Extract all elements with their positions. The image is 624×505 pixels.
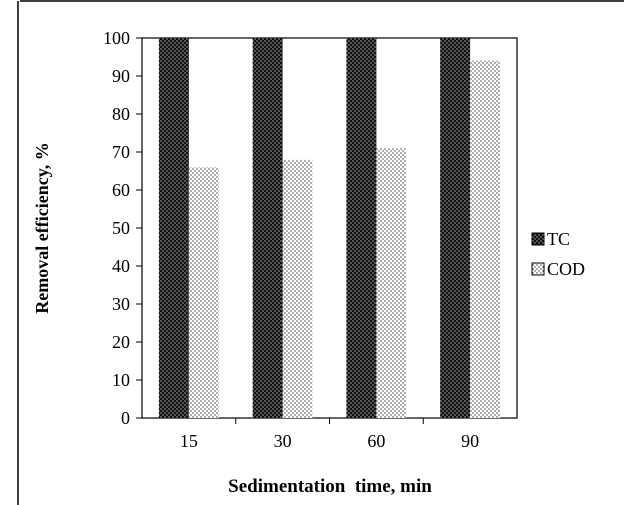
bars-group [158, 38, 501, 419]
legend-label-tc: TC [547, 229, 570, 249]
y-tick-label: 100 [103, 28, 130, 48]
bar-tc-30 [252, 38, 283, 418]
y-axis: 0 10 20 30 40 50 60 70 80 90 100 [103, 28, 142, 428]
x-tick-label: 90 [461, 431, 479, 451]
legend-swatch-cod [531, 262, 545, 276]
y-tick-label: 50 [112, 218, 130, 238]
y-tick-label: 30 [112, 294, 130, 314]
y-axis-title: Removal efficiency, % [32, 142, 52, 313]
y-tick-label: 90 [112, 66, 130, 86]
bar-cod-30 [282, 159, 313, 418]
bar-cod-60 [376, 148, 407, 418]
legend: TC COD [531, 229, 585, 279]
x-axis: 15 30 60 90 [180, 418, 479, 451]
y-tick-label: 20 [112, 332, 130, 352]
x-tick-label: 30 [274, 431, 292, 451]
bar-tc-60 [346, 38, 377, 418]
bar-cod-90 [470, 60, 501, 419]
y-tick-label: 10 [112, 370, 130, 390]
legend-label-cod: COD [547, 259, 585, 279]
bar-tc-90 [440, 38, 471, 418]
x-tick-label: 60 [367, 431, 385, 451]
bar-tc-15 [158, 38, 189, 418]
x-tick-label: 15 [180, 431, 198, 451]
legend-swatch-tc [531, 232, 545, 246]
y-tick-label: 80 [112, 104, 130, 124]
y-tick-label: 60 [112, 180, 130, 200]
bar-cod-15 [188, 167, 219, 418]
y-tick-label: 0 [121, 408, 130, 428]
y-tick-label: 40 [112, 256, 130, 276]
x-axis-title: Sedimentation time, min [228, 476, 432, 497]
y-tick-label: 70 [112, 142, 130, 162]
